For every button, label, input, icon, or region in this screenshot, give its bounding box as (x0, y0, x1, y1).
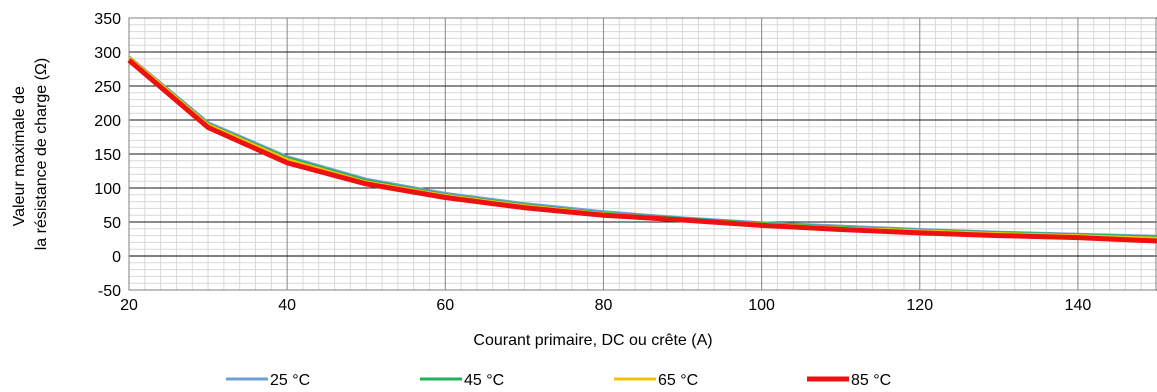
legend-item-2: 45 °C (420, 372, 504, 389)
series-line-1 (128, 55, 1157, 238)
x-tick-label: 20 (120, 297, 138, 314)
y-axis-title-line-2: la résistance de charge (Ω) (33, 58, 50, 251)
legend-label: 25 °C (270, 372, 310, 389)
y-tick-label: 350 (94, 11, 121, 28)
y-tick-label: 0 (112, 249, 121, 266)
plot-frame (128, 17, 1157, 291)
y-axis-title-line-1: Valeur maximale de (11, 86, 28, 226)
legend-label: 65 °C (658, 372, 698, 389)
x-tick-label: 80 (595, 297, 613, 314)
series-line-3 (128, 56, 1157, 240)
legend-label: 85 °C (851, 372, 891, 389)
x-tick-label: 100 (748, 297, 775, 314)
series-line-4 (127, 58, 1157, 244)
legend-label: 45 °C (464, 372, 504, 389)
y-tick-label: 250 (94, 79, 121, 96)
legend-item-4: 85 °C (807, 372, 891, 389)
y-tick-label: 200 (94, 113, 121, 130)
y-tick-label: 50 (103, 215, 121, 232)
y-tick-label: 100 (94, 181, 121, 198)
y-tick-label: -50 (98, 283, 121, 300)
y-tick-label: 150 (94, 147, 121, 164)
x-tick-label: 40 (278, 297, 296, 314)
legend: 25 °C 45 °C 65 °C 85 °C (226, 372, 891, 389)
series-layer (127, 55, 1157, 244)
x-tick-label: 60 (436, 297, 454, 314)
y-axis-ticks: -50 0 50 100 150 200 250 300 350 (94, 11, 121, 300)
legend-item-3: 65 °C (614, 372, 698, 389)
x-axis-title: Courant primaire, DC ou crête (A) (473, 332, 712, 349)
y-tick-label: 300 (94, 45, 121, 62)
x-tick-label: 120 (906, 297, 933, 314)
x-axis-ticks: 20 40 60 80 100 120 140 (120, 297, 1091, 314)
y-axis-title: Valeur maximale de la résistance de char… (11, 58, 50, 251)
x-tick-label: 140 (1065, 297, 1092, 314)
legend-item-1: 25 °C (226, 372, 310, 389)
